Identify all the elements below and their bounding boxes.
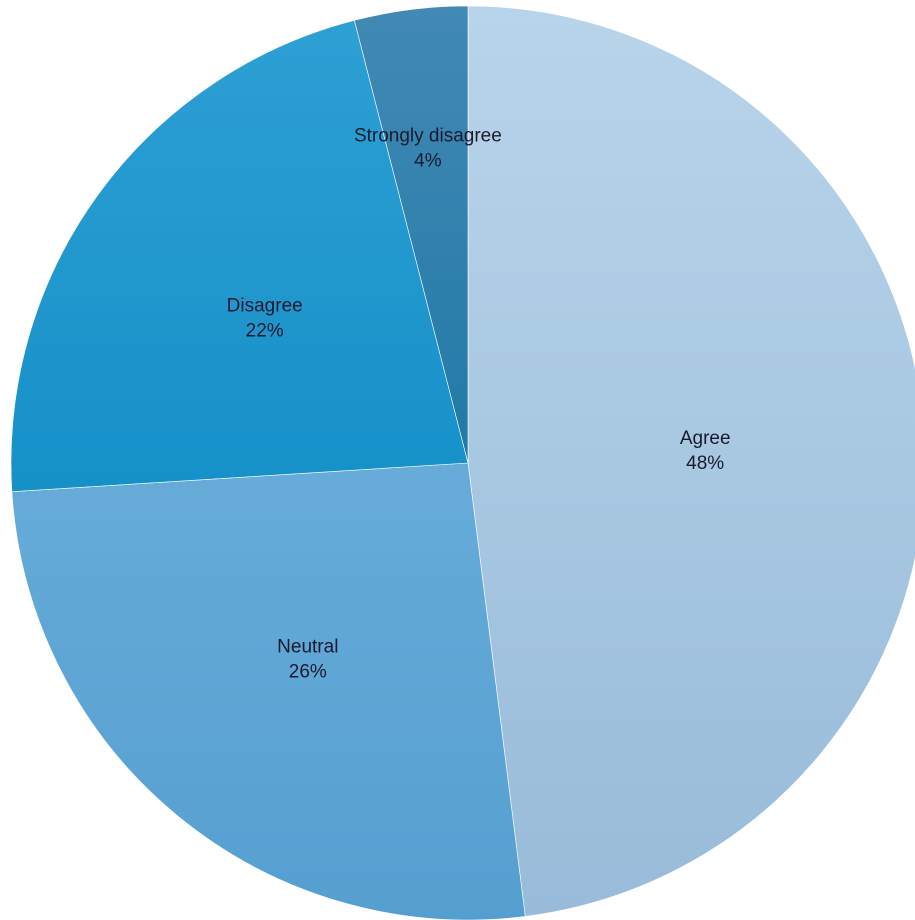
pie-slices bbox=[10, 5, 915, 920]
pie-slice-disagree bbox=[10, 19, 469, 493]
slice-label-disagree: Disagree bbox=[227, 295, 303, 316]
slice-value-neutral: 26% bbox=[289, 662, 327, 683]
slice-value-agree: 48% bbox=[686, 453, 724, 474]
pie-slice-neutral bbox=[11, 462, 526, 920]
slice-value-disagree: 22% bbox=[246, 320, 284, 341]
pie-slice-agree bbox=[467, 5, 915, 917]
pie-slice-strongly-disagree bbox=[353, 5, 469, 464]
slice-label-neutral: Neutral bbox=[277, 637, 338, 658]
slice-label-agree: Agree bbox=[680, 428, 731, 449]
pie-labels: Agree 48% Neutral 26% Disagree 22% Strongly di… bbox=[227, 126, 731, 683]
slice-label-strongly-disagree: Strongly disagree bbox=[354, 126, 502, 147]
slice-value-strongly-disagree: 4% bbox=[414, 151, 442, 172]
